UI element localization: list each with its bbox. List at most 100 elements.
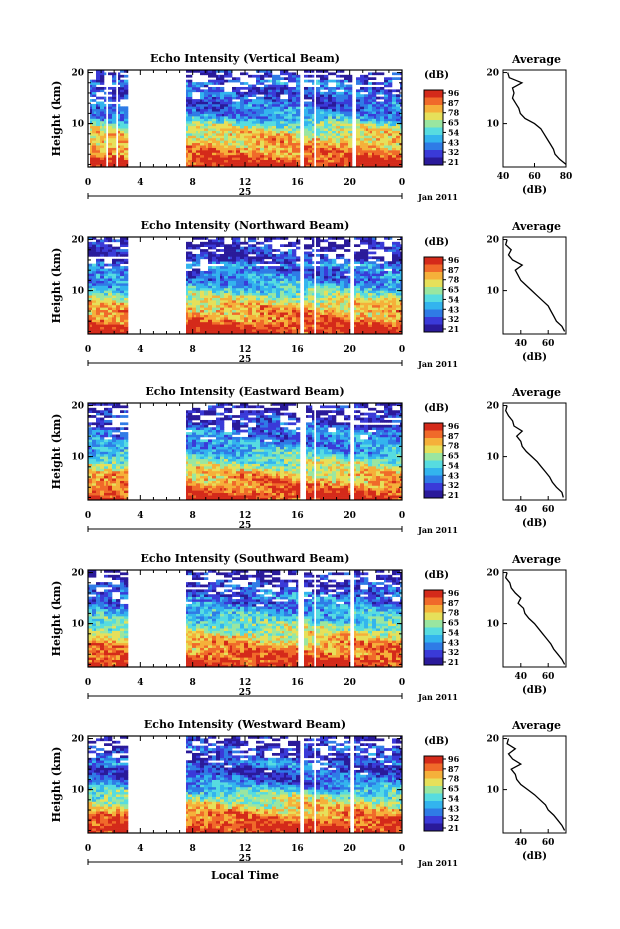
heatmap-cell xyxy=(262,120,265,124)
heatmap-cell xyxy=(186,96,189,100)
heatmap-cell xyxy=(320,135,323,139)
heatmap-cell xyxy=(294,94,297,97)
heatmap-cell xyxy=(382,147,385,151)
heatmap-cell xyxy=(240,150,243,153)
heatmap-cell xyxy=(384,125,387,129)
heatmap-cell xyxy=(120,108,123,112)
heatmap-cell xyxy=(276,91,279,95)
heatmap-cell xyxy=(380,123,383,127)
heatmap-cell xyxy=(242,123,245,127)
heatmap-cell xyxy=(218,137,221,141)
heatmap-cell xyxy=(220,135,223,139)
heatmap-cell xyxy=(238,89,241,93)
heatmap-cell xyxy=(294,142,297,146)
heatmap-cell xyxy=(90,123,93,127)
heatmap-cell xyxy=(288,157,291,161)
heatmap-cell xyxy=(108,91,111,95)
heatmap-cell xyxy=(236,89,239,93)
heatmap-cell xyxy=(348,118,351,122)
heatmap-cell xyxy=(268,101,271,105)
heatmap-cell xyxy=(110,270,113,274)
heatmap-cell xyxy=(368,116,371,119)
heatmap-cell xyxy=(238,145,241,148)
heatmap-cell xyxy=(218,162,221,165)
heatmap-cell xyxy=(306,70,309,73)
heatmap-cell xyxy=(348,147,351,151)
heatmap-cell xyxy=(392,103,395,107)
heatmap-cell xyxy=(316,154,319,158)
heatmap-cell xyxy=(112,239,115,243)
heatmap-cell xyxy=(326,137,329,141)
heatmap-cell xyxy=(204,140,207,144)
heatmap-cell xyxy=(342,113,345,117)
heatmap-cell xyxy=(98,130,101,134)
heatmap-cell xyxy=(274,89,277,93)
heatmap-cell xyxy=(186,125,189,129)
heatmap-cell xyxy=(378,137,381,141)
heatmap-cell xyxy=(380,135,383,139)
heatmap-cell xyxy=(340,103,343,107)
heatmap-cell xyxy=(256,128,259,131)
heatmap-cell xyxy=(238,101,241,105)
heatmap-cell xyxy=(102,304,105,308)
heatmap-cell xyxy=(294,130,297,134)
heatmap-cell xyxy=(98,89,101,93)
heatmap-cell xyxy=(94,157,97,161)
heatmap-cell xyxy=(276,99,279,102)
heatmap-cell xyxy=(224,145,227,148)
heatmap-cell xyxy=(248,108,251,112)
heatmap-cell xyxy=(346,157,349,161)
heatmap-cell xyxy=(374,106,377,110)
heatmap-cell xyxy=(240,72,243,76)
heatmap-cell xyxy=(226,133,229,136)
heatmap-cell xyxy=(268,130,271,134)
heatmap-cell xyxy=(270,118,273,122)
heatmap-cell xyxy=(222,162,225,165)
heatmap-cell xyxy=(98,251,101,255)
heatmap-cell xyxy=(116,295,119,298)
heatmap-cell xyxy=(348,94,351,97)
heatmap-cell xyxy=(266,79,269,83)
heatmap-cell xyxy=(344,120,347,124)
heatmap-cell xyxy=(248,116,251,119)
heatmap-cell xyxy=(392,111,395,114)
heatmap-cell xyxy=(360,74,363,78)
heatmap-cell xyxy=(270,152,273,156)
heatmap-cell xyxy=(356,130,359,134)
heatmap-cell xyxy=(100,147,103,151)
heatmap-cell xyxy=(360,154,363,158)
heatmap-cell xyxy=(368,133,371,136)
heatmap-cell xyxy=(258,135,261,139)
heatmap-cell xyxy=(290,111,293,114)
heatmap-cell xyxy=(100,307,103,311)
heatmap-cell xyxy=(196,86,199,90)
heatmap-cell xyxy=(386,108,389,112)
heatmap-cell xyxy=(332,159,335,163)
heatmap-cell xyxy=(100,283,103,286)
heatmap-cell xyxy=(280,142,283,146)
heatmap-cell xyxy=(242,157,245,161)
heatmap-cell xyxy=(280,118,283,122)
heatmap-cell xyxy=(224,70,227,73)
heatmap-cell xyxy=(196,157,199,161)
heatmap-cell xyxy=(290,157,293,161)
heatmap-cell xyxy=(196,106,199,110)
heatmap-cell xyxy=(114,106,117,110)
heatmap-cell xyxy=(382,72,385,76)
heatmap-cell xyxy=(358,164,361,168)
heatmap-cell xyxy=(98,108,101,112)
heatmap-cell xyxy=(334,154,337,158)
heatmap-cell xyxy=(118,280,121,284)
heatmap-cell xyxy=(102,307,105,311)
heatmap-cell xyxy=(346,113,349,117)
heatmap-cell xyxy=(110,280,113,284)
heatmap-cell xyxy=(258,162,261,165)
heatmap-cell xyxy=(278,111,281,114)
heatmap-cell xyxy=(116,321,119,325)
heatmap-cell xyxy=(306,133,309,136)
heatmap-cell xyxy=(392,123,395,127)
heatmap-cell xyxy=(388,147,391,151)
heatmap-cell xyxy=(338,113,341,117)
heatmap-cell xyxy=(310,130,313,134)
heatmap-cell xyxy=(114,137,117,141)
